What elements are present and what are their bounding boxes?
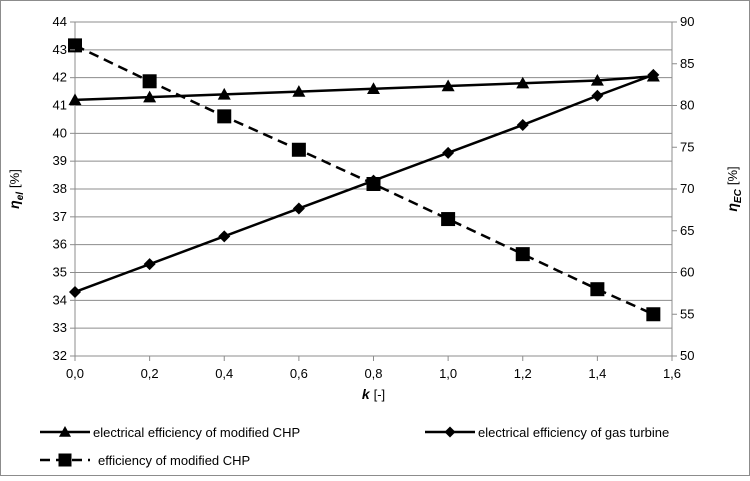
y-right-tick-label: 80 xyxy=(680,98,694,113)
x-axis-label: k [-] xyxy=(362,386,385,402)
series-1-point xyxy=(217,87,231,100)
x-tick-label: 0,8 xyxy=(364,366,382,381)
y-right-tick-label: 85 xyxy=(680,56,694,71)
series-3-point xyxy=(68,38,82,53)
y-left-tick-label: 33 xyxy=(53,320,67,335)
series-1-point xyxy=(516,76,530,89)
y-left-tick-label: 37 xyxy=(53,209,67,224)
y-left-tick-label: 42 xyxy=(53,70,67,85)
y-left-tick-label: 35 xyxy=(53,265,67,280)
x-axis-unit: [-] xyxy=(374,387,386,402)
legend-swatch-marker xyxy=(444,426,456,438)
x-tick-label: 1,2 xyxy=(514,366,532,381)
series-2-point xyxy=(591,89,604,102)
series-1-point xyxy=(143,90,157,103)
series-2-point xyxy=(218,230,231,243)
y-left-tick-label: 39 xyxy=(53,153,67,168)
series-layer xyxy=(68,38,661,322)
legend-item-1: electrical efficiency of modified CHP xyxy=(40,425,300,440)
series-3-point xyxy=(217,109,232,124)
legend-label: efficiency of modified CHP xyxy=(98,453,250,468)
x-tick-label: 1,6 xyxy=(663,366,681,381)
series-2-point xyxy=(516,118,529,131)
series-2-point xyxy=(292,202,305,215)
y-left-tick-label: 44 xyxy=(53,14,67,29)
series-3-point xyxy=(291,142,306,157)
series-1 xyxy=(68,69,660,106)
y-right-tick-label: 55 xyxy=(680,306,694,321)
x-tick-label: 1,4 xyxy=(588,366,606,381)
y-axis-right-unit: [%] xyxy=(725,166,740,185)
legend-item-3: efficiency of modified CHP xyxy=(40,453,250,468)
y-axis-left-unit: [%] xyxy=(7,169,22,188)
series-3 xyxy=(68,38,661,322)
series-3-point xyxy=(515,247,530,262)
series-1-point xyxy=(68,93,82,106)
legend: electrical efficiency of modified CHP ele… xyxy=(40,425,669,468)
y-right-tick-label: 65 xyxy=(680,223,694,238)
series-1-point xyxy=(590,73,604,86)
series-3-point xyxy=(142,74,157,89)
y-left-tick-label: 36 xyxy=(53,237,67,252)
y-axis-left-subscript: el xyxy=(15,192,26,201)
y-left-tick-label: 34 xyxy=(53,292,67,307)
x-tick-label: 0,6 xyxy=(290,366,308,381)
y-right-tick-label: 75 xyxy=(680,139,694,154)
y-axis-left-label: ηel [%] xyxy=(6,169,26,209)
series-3-point xyxy=(366,176,381,191)
series-1-point xyxy=(441,79,455,92)
y-axis-right-symbol: η xyxy=(724,203,740,212)
y-axis-left-symbol: η xyxy=(6,200,22,209)
y-right-tick-label: 90 xyxy=(680,14,694,29)
y-left-tick-label: 41 xyxy=(53,98,67,113)
x-tick-label: 0,2 xyxy=(141,366,159,381)
series-2-point xyxy=(143,258,156,271)
legend-label: electrical efficiency of modified CHP xyxy=(93,425,300,440)
y-left-tick-label: 38 xyxy=(53,181,67,196)
y-axis-right-subscript: EC xyxy=(733,188,744,203)
legend-label: electrical efficiency of gas turbine xyxy=(478,425,669,440)
y-left-tick-label: 43 xyxy=(53,42,67,57)
x-axis-symbol: k xyxy=(362,386,371,402)
legend-item-2: electrical efficiency of gas turbine xyxy=(425,425,669,440)
tick-labels: 32 33 34 35 36 37 38 39 40 41 42 43 44 50 55 60 65 70 75 80… xyxy=(53,14,695,381)
x-tick-label: 0,4 xyxy=(215,366,233,381)
series-1-point xyxy=(292,85,306,97)
y-axis-right-label: ηEC [%] xyxy=(724,166,744,211)
legend-swatch-marker xyxy=(59,426,71,437)
x-tick-label: 1,0 xyxy=(439,366,457,381)
y-right-tick-label: 60 xyxy=(680,265,694,280)
series-2-point xyxy=(69,285,81,298)
series-1-point xyxy=(367,82,380,94)
legend-swatch-marker xyxy=(58,453,72,467)
y-left-tick-label: 32 xyxy=(53,348,67,363)
y-right-tick-label: 50 xyxy=(680,348,694,363)
y-right-tick-label: 70 xyxy=(680,181,694,196)
series-3-point xyxy=(590,282,605,297)
series-2-point xyxy=(442,146,455,159)
series-3-point xyxy=(441,212,456,227)
x-tick-label: 0,0 xyxy=(66,366,84,381)
y-left-tick-label: 40 xyxy=(53,125,67,140)
series-3-point xyxy=(646,307,661,322)
series-2-point xyxy=(647,68,660,81)
